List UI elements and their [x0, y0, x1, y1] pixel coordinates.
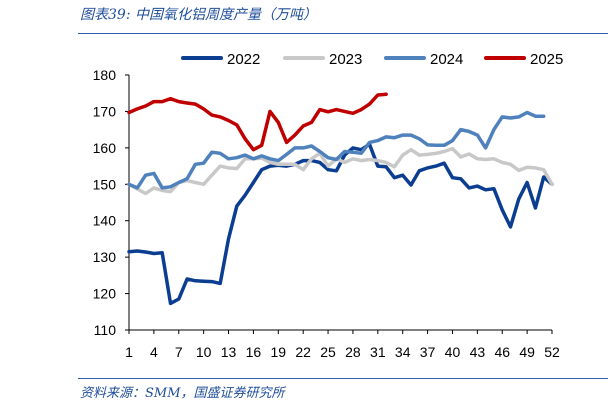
x-tick-label: 4 [150, 344, 158, 360]
y-tick-label: 180 [93, 67, 117, 83]
y-tick-label: 150 [93, 176, 117, 192]
x-tick-label: 46 [494, 344, 510, 360]
chart-series [127, 92, 554, 306]
series-line-2025 [127, 92, 388, 152]
x-tick-label: 13 [221, 344, 237, 360]
y-tick-label: 120 [93, 286, 117, 302]
x-tick-label: 25 [320, 344, 336, 360]
x-tick-label: 49 [519, 344, 535, 360]
series-line-2023 [127, 146, 554, 196]
series-line-2024 [127, 110, 546, 190]
x-tick-label: 28 [345, 344, 361, 360]
y-tick-label: 110 [94, 322, 117, 338]
x-tick-label: 34 [395, 344, 411, 360]
y-tick-label: 130 [93, 249, 117, 265]
figure-title: 图表39: 中国氧化铝周度产量（万吨） [80, 7, 317, 23]
legend-label-2024: 2024 [430, 51, 463, 68]
chart-legend: 2022 2023 2024 2025 [181, 51, 563, 68]
x-tick-label: 7 [175, 344, 183, 360]
x-tick-label: 19 [271, 344, 287, 360]
x-tick-label: 37 [420, 344, 436, 360]
x-tick-label: 40 [445, 344, 461, 360]
x-tick-label: 1 [125, 344, 133, 360]
chart-axes: 110 120 130 140 150 160 170 180 1 4 7 10 13 16 19 22 25 2… [93, 67, 560, 360]
y-tick-label: 170 [93, 103, 117, 119]
x-tick-label: 43 [470, 344, 486, 360]
title-divider [78, 33, 608, 34]
x-tick-label: 22 [295, 344, 311, 360]
y-tick-label: 140 [93, 213, 117, 229]
x-tick-label: 10 [196, 344, 212, 360]
figure-source: 资料来源：SMM，国盛证券研究所 [80, 386, 285, 401]
x-tick-label: 16 [246, 344, 262, 360]
y-tick-label: 160 [93, 140, 117, 156]
x-tick-label: 31 [370, 344, 386, 360]
x-tick-label: 52 [544, 344, 560, 360]
legend-label-2023: 2023 [329, 51, 362, 68]
series-line-2022 [127, 142, 554, 306]
legend-label-2025: 2025 [530, 51, 563, 68]
legend-label-2022: 2022 [227, 51, 260, 68]
source-divider [78, 378, 608, 379]
